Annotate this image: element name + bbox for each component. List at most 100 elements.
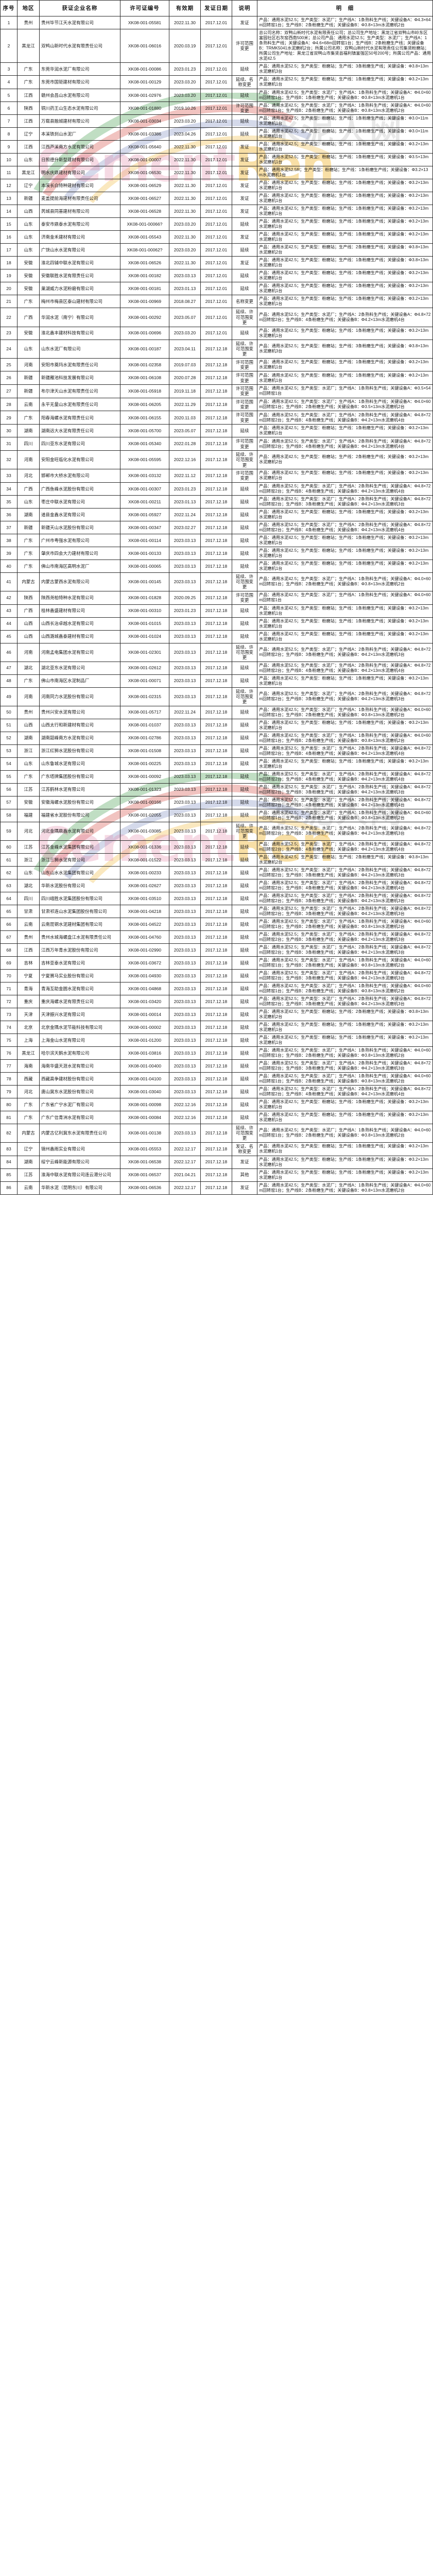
cell-note: 延续 bbox=[232, 62, 257, 76]
cell-note: 延续 bbox=[232, 674, 257, 688]
cell-issue: 2017.12.18 bbox=[200, 468, 232, 483]
cell-region: 云南 bbox=[17, 1181, 40, 1195]
cell-valid: 2020.11.03 bbox=[169, 411, 201, 425]
cell-note: 延续 bbox=[232, 866, 257, 879]
cell-name: 华新水泥（昆明东川）有限公司 bbox=[39, 1181, 120, 1195]
cell-code: XK08-001-06527 bbox=[120, 192, 169, 206]
cell-region: 广东 bbox=[17, 559, 40, 573]
cell-no: 8 bbox=[0, 127, 18, 141]
table-row: 37 新疆 新疆天山水泥股份有限公司 XK08-001-00347 2023.02.27… bbox=[0, 520, 433, 534]
cell-valid: 2023.03.13 bbox=[169, 617, 201, 631]
cell-note: 发证 bbox=[232, 179, 257, 193]
cell-valid: 2023.03.13 bbox=[169, 1020, 201, 1034]
cell-issue: 2017.12.18 bbox=[200, 617, 232, 631]
cell-no: 66 bbox=[0, 917, 18, 931]
cell-note: 延续 bbox=[232, 969, 257, 982]
cell-detail: 产品：通用水泥42.5；生产类型：粉磨站；生产线：1条粉磨生产线；关键设备：Φ3… bbox=[257, 114, 433, 128]
cell-detail: 产品：通用水泥52.5；生产类型：水泥厂；生产线A：2条熟料生产线；关键设备A：… bbox=[257, 687, 433, 706]
cell-valid: 2023.03.13 bbox=[169, 943, 201, 957]
table-row: 71 青海 青海互助金圆水泥有限公司 XK08-001-04868 2023.03.13… bbox=[0, 981, 433, 995]
table-row: 45 山西 山西潞城鑫泰建材有限公司 XK08-001-01024 2023.03.13… bbox=[0, 630, 433, 643]
cell-no: 19 bbox=[0, 269, 18, 283]
cell-issue: 2017.12.18 bbox=[200, 1181, 232, 1195]
cell-detail: 产品：通用水泥42.5；生产类型：水泥厂；生产线A：1条熟料生产线；关键设备A：… bbox=[257, 1072, 433, 1086]
cell-name: 新疆天山水泥股份有限公司 bbox=[39, 520, 120, 534]
cell-note: 延续 bbox=[232, 1059, 257, 1073]
cell-no: 80 bbox=[0, 1097, 18, 1111]
cell-note: 延续 bbox=[232, 1020, 257, 1034]
cell-code: XK08-001-05700 bbox=[120, 424, 169, 438]
cell-no: 23 bbox=[0, 326, 18, 340]
cell-detail: 产品：通用水泥52.5；生产类型：水泥厂；生产线A：2条熟料生产线；关键设备A：… bbox=[257, 783, 433, 796]
cell-region: 内蒙古 bbox=[17, 1123, 40, 1143]
cell-no: 17 bbox=[0, 243, 18, 257]
cell-name: 明水庆鼎建材有限公司 bbox=[39, 166, 120, 180]
cell-name: 唐山冀东水泥股份有限公司 bbox=[39, 1084, 120, 1098]
cell-code: XK08-001-00014 bbox=[120, 1007, 169, 1021]
cell-no: 37 bbox=[0, 520, 18, 534]
table-row: 17 山东 广饶山水水泥有限公司 XK08-001-00062? 2023.03.20 2… bbox=[0, 243, 433, 257]
cell-detail: 产品：通用水泥42.5；生产类型：水泥厂；生产线A：1条熟料生产线；关键设备A：… bbox=[257, 808, 433, 822]
cell-code: XK08-001-02612 bbox=[120, 661, 169, 675]
cell-issue: 2017.12.18 bbox=[200, 783, 232, 796]
cell-detail: 产品：通用水泥42.5；生产类型：水泥厂；生产线A：1条熟料生产线；关键设备A：… bbox=[257, 1181, 433, 1195]
cell-code: XK08-001-06538 bbox=[120, 1155, 169, 1169]
cell-issue: 2017.12.01 bbox=[200, 243, 232, 257]
cell-code: XK08-001-00007 bbox=[120, 153, 169, 167]
cell-detail: 产品：通用水泥42.5；生产类型：粉磨站；生产线：1条粉磨生产线；关键设备：Φ3… bbox=[257, 546, 433, 560]
table-row: 73 天津 天津振兴水泥有限公司 XK08-001-00014 2023.03.13 20… bbox=[0, 1007, 433, 1021]
cell-detail: 产品：通用水泥42.5；生产类型：水泥厂；生产线A：1条熟料生产线；关键设备A：… bbox=[257, 1123, 433, 1143]
table-row: 78 西藏 西藏高争建材股份有限公司 XK08-001-04100 2023.03.13… bbox=[0, 1072, 433, 1086]
table-row: 52 湖南 湖南韶峰南方水泥有限公司 XK08-001-02786 2023.03.13… bbox=[0, 731, 433, 745]
cell-issue: 2017.12.18 bbox=[200, 590, 232, 605]
cell-valid: 2023.03.13 bbox=[169, 840, 201, 854]
table-row: 75 上海 上海金山水泥有限公司 XK08-001-01200 2023.03.13 20… bbox=[0, 1033, 433, 1047]
cell-code: XK08-001-02055 bbox=[120, 808, 169, 822]
cell-note: 发证、名称变更 bbox=[232, 1142, 257, 1156]
cell-region: 山西 bbox=[17, 205, 40, 218]
cell-note: 延续 bbox=[232, 1046, 257, 1060]
cell-code: XK08-001-06536 bbox=[120, 1181, 169, 1195]
cell-issue: 2017.12.18 bbox=[200, 1046, 232, 1060]
cell-detail: 产品：通用水泥52.5；生产类型：水泥厂；生产线A：2条熟料生产线；关键设备A：… bbox=[257, 904, 433, 918]
cell-no: 31 bbox=[0, 437, 18, 451]
cell-valid: 2022.11.30 bbox=[169, 16, 201, 29]
cell-region: 海南 bbox=[17, 1059, 40, 1073]
cell-no: 4 bbox=[0, 75, 18, 89]
cell-code: XK08-001-06155 bbox=[120, 411, 169, 425]
cell-valid: 2023.03.13 bbox=[169, 969, 201, 982]
cell-detail: 产品：通用水泥52.5；生产类型：水泥厂；生产线A：2条熟料生产线；关键设备A：… bbox=[257, 308, 433, 327]
cell-no: 1 bbox=[0, 16, 18, 29]
cell-no: 55 bbox=[0, 770, 18, 784]
table-row: 31 四川 四川亚东水泥有限公司 XK08-001-05340 2022.01.28 20… bbox=[0, 437, 433, 451]
cell-code: XK08-001-00066? bbox=[120, 217, 169, 231]
cell-note: 延续 bbox=[232, 1084, 257, 1098]
cell-name: 天津振兴水泥有限公司 bbox=[39, 1007, 120, 1021]
cell-name: 甘肃祁连山水泥集团股份有限公司 bbox=[39, 904, 120, 918]
cell-code: XK08-001-03040 bbox=[120, 1084, 169, 1098]
cell-valid: 2022.11.12 bbox=[169, 468, 201, 483]
cell-no: 18 bbox=[0, 256, 18, 270]
table-row: 19 安徽 安徽联胜水泥有限责任公司 XK08-001-00182 2023.03.13… bbox=[0, 269, 433, 283]
cell-region: 安徽 bbox=[17, 282, 40, 296]
cell-region: 广西 bbox=[17, 482, 40, 496]
cell-detail: 产品：通用水泥42.5；生产类型：粉磨站；生产线：1条粉磨生产线；关键设备：Φ3… bbox=[257, 326, 433, 340]
cell-region: 陕西 bbox=[17, 101, 40, 115]
cell-code: XK08-001-02627 bbox=[120, 878, 169, 892]
cell-issue: 2017.12.01 bbox=[200, 166, 232, 180]
cell-note: 许可范围变更 bbox=[232, 101, 257, 115]
column-header-detail: 明 细 bbox=[257, 0, 433, 16]
cell-no: 64 bbox=[0, 891, 18, 905]
table-row: 26 新疆 新疆雁池科技发展有限公司 XK08-001-06108 2020.07.28… bbox=[0, 371, 433, 385]
cell-issue: 2017.12.01 bbox=[200, 192, 232, 206]
cell-code: XK08-001-02976 bbox=[120, 88, 169, 102]
cell-valid: 2022.11.30 bbox=[169, 205, 201, 218]
cell-note: 延续、许可范围变更 bbox=[232, 687, 257, 706]
table-row: 66 云南 云南昆钢水泥建材集团有限公司 XK08-001-04522 2023.03.… bbox=[0, 917, 433, 931]
cell-code: XK08-001-00071 bbox=[120, 674, 169, 688]
cell-issue: 2017.12.18 bbox=[200, 1110, 232, 1124]
cell-note: 延续 bbox=[232, 127, 257, 141]
cell-note: 发证 bbox=[232, 205, 257, 218]
cell-issue: 2017.12.01 bbox=[200, 179, 232, 193]
cell-region: 内蒙古 bbox=[17, 572, 40, 591]
